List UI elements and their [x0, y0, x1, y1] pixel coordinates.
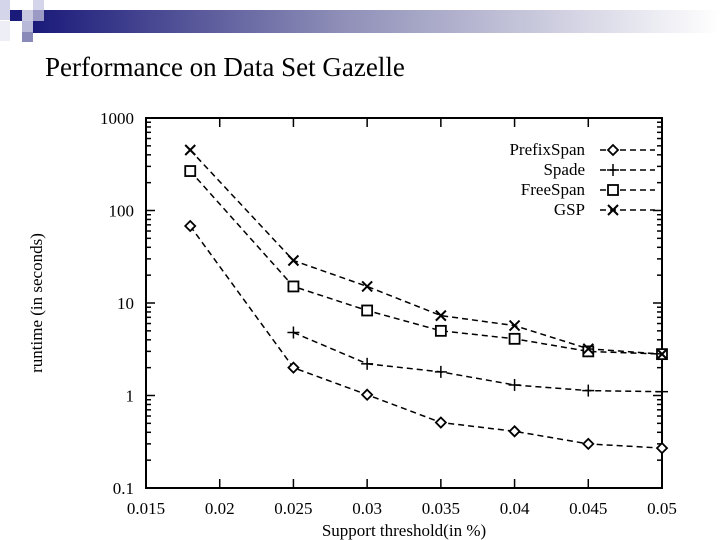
x-tick-labels: 0.015 0.02 0.025 0.03 0.035 0.04 0.045 0.05 [127, 499, 677, 518]
x-tick-label: 0.035 [422, 499, 460, 518]
x-tick-label: 0.015 [127, 499, 165, 518]
plot-frame [145, 117, 663, 489]
x-tick-label: 0.04 [500, 499, 530, 518]
y-tick-label: 0.1 [113, 479, 134, 498]
y-axis-label: runtime (in seconds) [27, 233, 46, 373]
y-tick-labels: 1000 100 10 1 0.1 [100, 109, 134, 498]
series-freespan [184, 165, 668, 361]
legend-label-gsp: GSP [554, 200, 585, 219]
series-prefixspan [183, 219, 669, 455]
slide-banner [0, 0, 720, 44]
y-tick-label: 1 [126, 387, 135, 406]
y-tick-label: 100 [109, 202, 135, 221]
y-tick-label: 10 [117, 294, 134, 313]
legend-label-freespan: FreeSpan [521, 180, 586, 199]
legend-label-spade: Spade [543, 160, 585, 179]
y-tick-label: 1000 [100, 109, 134, 128]
series-group [183, 144, 669, 455]
x-tick-label: 0.045 [569, 499, 607, 518]
legend-label-prefixspan: PrefixSpan [509, 140, 585, 159]
series-gsp [184, 144, 668, 360]
x-tick-label: 0.03 [352, 499, 382, 518]
x-tick-label: 0.02 [205, 499, 235, 518]
x-axis-label: Support threshold(in %) [322, 521, 486, 540]
x-tick-label: 0.05 [647, 499, 677, 518]
slide-title: Performance on Data Set Gazelle [45, 52, 405, 82]
series-spade [287, 326, 668, 398]
x-tick-label: 0.025 [274, 499, 312, 518]
banner-decoration [0, 0, 720, 42]
